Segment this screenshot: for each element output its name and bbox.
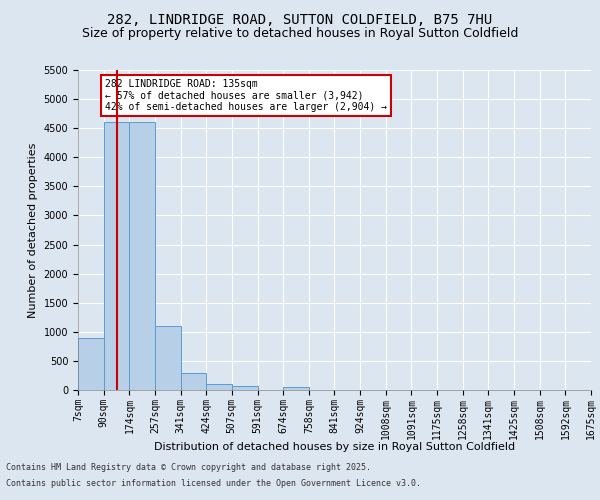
Bar [130,122,155,390]
Bar [78,338,104,390]
Bar [104,122,130,390]
X-axis label: Distribution of detached houses by size in Royal Sutton Coldfield: Distribution of detached houses by size … [154,442,515,452]
Bar [283,387,309,390]
Bar [155,326,181,390]
Text: 282, LINDRIDGE ROAD, SUTTON COLDFIELD, B75 7HU: 282, LINDRIDGE ROAD, SUTTON COLDFIELD, B… [107,12,493,26]
Bar [206,384,232,390]
Text: Contains HM Land Registry data © Crown copyright and database right 2025.: Contains HM Land Registry data © Crown c… [6,464,371,472]
Y-axis label: Number of detached properties: Number of detached properties [28,142,38,318]
Bar [232,386,257,390]
Text: Contains public sector information licensed under the Open Government Licence v3: Contains public sector information licen… [6,478,421,488]
Bar [181,372,206,390]
Text: 282 LINDRIDGE ROAD: 135sqm
← 57% of detached houses are smaller (3,942)
42% of s: 282 LINDRIDGE ROAD: 135sqm ← 57% of deta… [105,78,387,112]
Text: Size of property relative to detached houses in Royal Sutton Coldfield: Size of property relative to detached ho… [82,28,518,40]
